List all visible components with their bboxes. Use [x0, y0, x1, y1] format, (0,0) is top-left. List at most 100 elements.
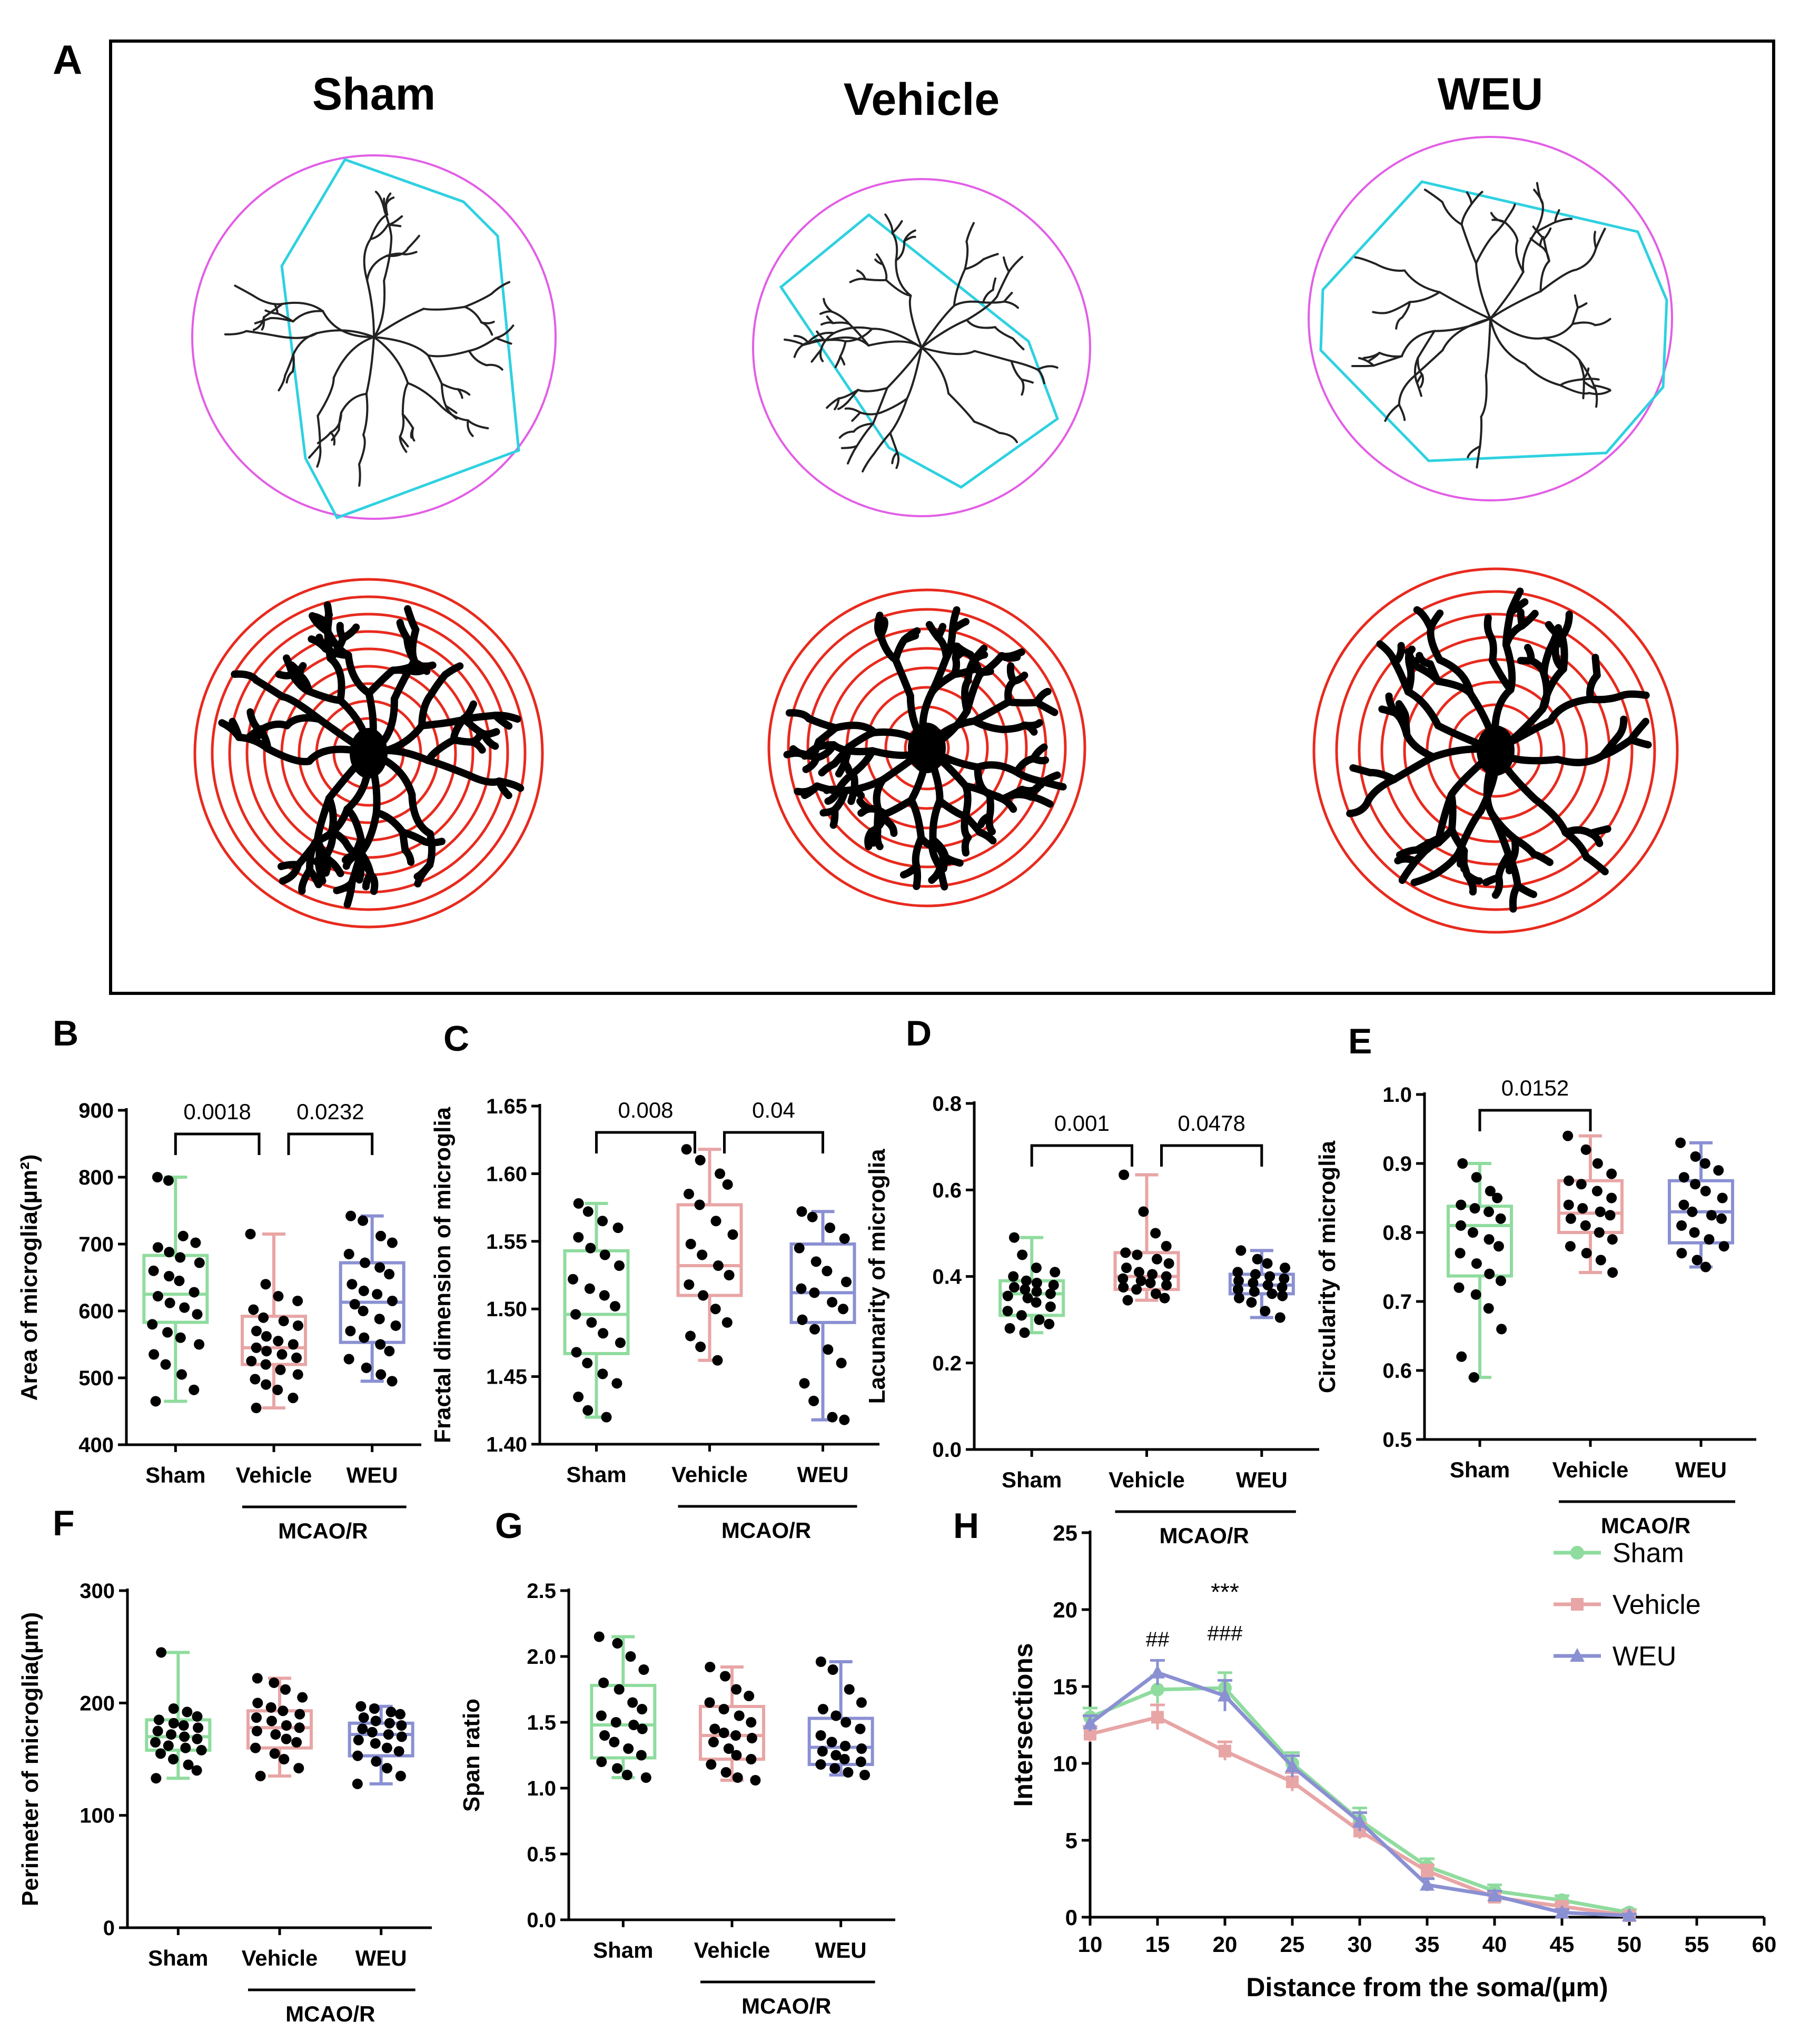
y-tick-label: 0.5: [1382, 1428, 1412, 1452]
microglia-branch: [1504, 221, 1519, 242]
microglia-branch: [278, 374, 286, 392]
panel-label-g: G: [495, 1506, 523, 1546]
data-point: [375, 1369, 387, 1380]
data-point: [744, 1691, 755, 1701]
series-line: [1089, 1670, 1630, 1918]
data-point: [357, 1723, 368, 1734]
data-point: [568, 1274, 579, 1285]
data-point: [1277, 1290, 1288, 1301]
data-point: [1675, 1137, 1686, 1148]
microglia-branch: [1593, 231, 1597, 250]
microglia-branch: [1020, 378, 1034, 384]
microglia-branch: [1578, 359, 1586, 383]
legend-marker: [1571, 1598, 1584, 1611]
data-point: [598, 1328, 609, 1339]
data-point: [839, 1233, 850, 1244]
data-point: [685, 1238, 696, 1249]
data-point: [291, 1737, 302, 1748]
microglia-branch: [837, 401, 849, 410]
legend-marker: [1570, 1546, 1584, 1560]
microglia-branch: [1007, 255, 1024, 273]
microglia-branch: [440, 382, 459, 391]
legend-label: Vehicle: [1613, 1590, 1701, 1620]
data-point: [830, 1710, 842, 1721]
data-point: [1277, 1282, 1288, 1293]
data-point: [1692, 1255, 1703, 1266]
panel-label-f: F: [53, 1503, 75, 1543]
microglia-branch: [410, 427, 414, 439]
data-point: [394, 1709, 405, 1720]
data-point: [827, 1412, 838, 1423]
microglia-branch: [998, 652, 1021, 662]
microglia-branch: [444, 405, 458, 414]
microglia-branch: [407, 234, 420, 249]
microglia-branch: [332, 336, 375, 379]
microglia-branch: [844, 407, 862, 414]
data-point: [1021, 1275, 1032, 1286]
data-point: [1495, 1275, 1506, 1286]
microglia-branch: [1416, 373, 1423, 384]
microglia-branch: [1506, 203, 1516, 220]
data-point: [358, 1712, 369, 1723]
microglia-branch: [994, 326, 1014, 340]
data-point: [390, 1320, 401, 1331]
data-point: [1493, 1241, 1504, 1252]
data-point: [281, 1720, 292, 1731]
microglia-branch: [947, 392, 975, 423]
y-tick-label: 0.7: [1382, 1290, 1412, 1314]
microglia-branch: [889, 432, 898, 454]
legend-label: WEU: [1613, 1641, 1676, 1672]
significance-bracket: [1478, 1109, 1592, 1131]
data-point: [176, 1369, 187, 1380]
data-point: [252, 1698, 263, 1709]
y-axis-title: Intersections: [1008, 1643, 1038, 1807]
microglia-branch: [357, 859, 374, 876]
y-tick-label: 200: [80, 1692, 115, 1715]
data-point: [1233, 1293, 1244, 1304]
microglia-branch: [1427, 609, 1444, 633]
data-point: [810, 1256, 822, 1267]
microglia-branch: [934, 623, 947, 642]
microglia-branch: [857, 805, 873, 817]
data-point: [292, 1369, 303, 1380]
data-point: [796, 1283, 807, 1294]
microglia-branch: [992, 277, 997, 291]
microglia-branch: [1561, 828, 1590, 861]
microglia-branch: [844, 328, 873, 342]
data-point: [715, 1168, 726, 1179]
microglia-branch: [1423, 189, 1443, 203]
data-point: [621, 1770, 632, 1780]
data-point: [723, 1743, 734, 1754]
microglia-branch: [369, 223, 389, 241]
data-point: [1233, 1275, 1244, 1286]
data-point: [265, 1702, 276, 1713]
legend-label: Sham: [1613, 1538, 1684, 1569]
microglia-branch: [366, 279, 375, 338]
data-point: [1002, 1306, 1013, 1317]
microglia-branch: [341, 852, 359, 864]
x-tick-label: WEU: [1236, 1467, 1288, 1492]
microglia-branch: [1398, 377, 1413, 406]
microglia-branch: [1475, 235, 1494, 264]
data-point: [387, 1376, 398, 1387]
box-vehicle: [246, 1673, 313, 1781]
data-point: [855, 1723, 866, 1734]
data-point: [708, 1737, 719, 1748]
x-tick-label: Vehicle: [1109, 1467, 1185, 1492]
microglia-branch: [1559, 378, 1584, 387]
microglia-branch: [229, 717, 243, 741]
microglia-branch: [982, 300, 1005, 304]
microglia-branch: [953, 300, 984, 307]
data-point: [1592, 1158, 1603, 1169]
data-point: [1492, 1192, 1503, 1204]
data-point: [614, 1684, 625, 1695]
x-tick-label: 15: [1145, 1932, 1170, 1957]
microglia-branch: [365, 336, 375, 395]
data-point: [844, 1684, 855, 1695]
convex-hull: [779, 213, 1060, 489]
microglia-branch: [1391, 642, 1405, 666]
data-point: [839, 1741, 850, 1751]
data-point: [179, 1731, 190, 1742]
box-iqr: [789, 1242, 856, 1324]
data-point: [1700, 1186, 1711, 1197]
